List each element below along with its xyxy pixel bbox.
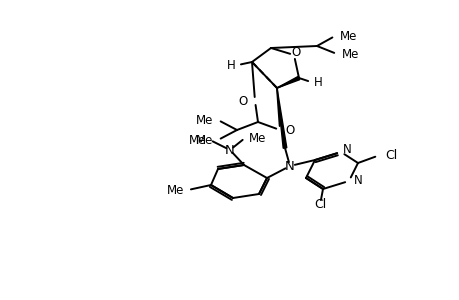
Text: N: N — [342, 142, 351, 155]
Text: N: N — [224, 143, 235, 157]
Text: O: O — [291, 46, 300, 59]
Text: Me: Me — [248, 131, 266, 145]
Text: Me: Me — [341, 47, 358, 61]
Text: Me: Me — [195, 134, 213, 146]
Text: Me: Me — [195, 113, 213, 127]
Text: N: N — [353, 175, 362, 188]
Text: Me: Me — [339, 29, 357, 43]
Text: O: O — [285, 124, 294, 136]
Text: N: N — [285, 160, 294, 172]
Text: Cl: Cl — [313, 199, 325, 212]
Polygon shape — [276, 88, 286, 148]
Text: Cl: Cl — [384, 148, 397, 161]
Text: Me: Me — [188, 134, 206, 146]
Text: H: H — [227, 58, 235, 71]
Text: Me: Me — [166, 184, 184, 196]
Text: H: H — [313, 76, 322, 88]
Polygon shape — [276, 76, 299, 88]
Text: O: O — [238, 94, 247, 107]
